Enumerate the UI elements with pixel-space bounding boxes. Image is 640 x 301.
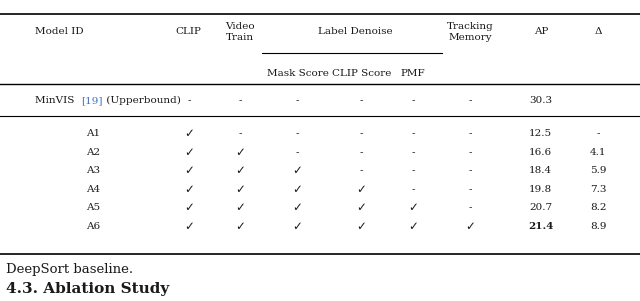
Text: -: -	[296, 96, 300, 105]
Text: [19]: [19]	[81, 96, 103, 105]
Text: ✓: ✓	[235, 201, 245, 214]
Text: ✓: ✓	[235, 146, 245, 159]
Text: ✓: ✓	[356, 183, 367, 196]
Text: Mask Score: Mask Score	[267, 69, 328, 78]
Text: 8.2: 8.2	[590, 203, 607, 212]
Text: -: -	[411, 166, 415, 175]
Text: A2: A2	[86, 148, 100, 157]
Text: -: -	[468, 148, 472, 157]
Text: CLIP Score: CLIP Score	[332, 69, 391, 78]
Text: -: -	[411, 96, 415, 105]
Text: 4.1: 4.1	[590, 148, 607, 157]
Text: A1: A1	[86, 129, 100, 138]
Text: -: -	[596, 129, 600, 138]
Text: ✓: ✓	[408, 219, 418, 233]
Text: -: -	[468, 129, 472, 138]
Text: -: -	[468, 96, 472, 105]
Text: Video
Train: Video Train	[225, 22, 255, 42]
Text: ✓: ✓	[184, 219, 194, 233]
Text: ✓: ✓	[292, 164, 303, 178]
Text: ✓: ✓	[184, 183, 194, 196]
Text: 18.4: 18.4	[529, 166, 552, 175]
Text: 19.8: 19.8	[529, 185, 552, 194]
Text: Model ID: Model ID	[35, 27, 84, 36]
Text: -: -	[360, 96, 364, 105]
Text: MinVIS: MinVIS	[35, 96, 78, 105]
Text: 8.9: 8.9	[590, 222, 607, 231]
Text: ✓: ✓	[235, 219, 245, 233]
Text: ✓: ✓	[465, 219, 476, 233]
Text: A4: A4	[86, 185, 100, 194]
Text: Δ: Δ	[595, 27, 602, 36]
Text: 7.3: 7.3	[590, 185, 607, 194]
Text: ✓: ✓	[356, 201, 367, 214]
Text: -: -	[360, 166, 364, 175]
Text: -: -	[468, 185, 472, 194]
Text: A3: A3	[86, 166, 100, 175]
Text: A5: A5	[86, 203, 100, 212]
Text: -: -	[411, 185, 415, 194]
Text: PMF: PMF	[401, 69, 425, 78]
Text: 16.6: 16.6	[529, 148, 552, 157]
Text: -: -	[238, 129, 242, 138]
Text: 30.3: 30.3	[529, 96, 552, 105]
Text: 5.9: 5.9	[590, 166, 607, 175]
Text: -: -	[360, 129, 364, 138]
Text: -: -	[411, 129, 415, 138]
Text: ✓: ✓	[235, 164, 245, 178]
Text: -: -	[468, 203, 472, 212]
Text: -: -	[238, 96, 242, 105]
Text: ✓: ✓	[292, 219, 303, 233]
Text: -: -	[468, 166, 472, 175]
Text: ✓: ✓	[292, 183, 303, 196]
Text: -: -	[187, 96, 191, 105]
Text: 21.4: 21.4	[528, 222, 554, 231]
Text: Tracking
Memory: Tracking Memory	[447, 22, 494, 42]
Text: -: -	[296, 148, 300, 157]
Text: 12.5: 12.5	[529, 129, 552, 138]
Text: A6: A6	[86, 222, 100, 231]
Text: ✓: ✓	[408, 201, 418, 214]
Text: -: -	[360, 148, 364, 157]
Text: ✓: ✓	[184, 164, 194, 178]
Text: -: -	[411, 148, 415, 157]
Text: ✓: ✓	[184, 127, 194, 141]
Text: 4.3. Ablation Study: 4.3. Ablation Study	[6, 282, 170, 296]
Text: CLIP: CLIP	[176, 27, 202, 36]
Text: AP: AP	[534, 27, 548, 36]
Text: -: -	[296, 129, 300, 138]
Text: (Upperbound): (Upperbound)	[103, 96, 181, 105]
Text: DeepSort baseline.: DeepSort baseline.	[6, 263, 134, 276]
Text: ✓: ✓	[184, 146, 194, 159]
Text: ✓: ✓	[235, 183, 245, 196]
Text: ✓: ✓	[184, 201, 194, 214]
Text: Label Denoise: Label Denoise	[318, 27, 392, 36]
Text: ✓: ✓	[356, 219, 367, 233]
Text: 20.7: 20.7	[529, 203, 552, 212]
Text: ✓: ✓	[292, 201, 303, 214]
